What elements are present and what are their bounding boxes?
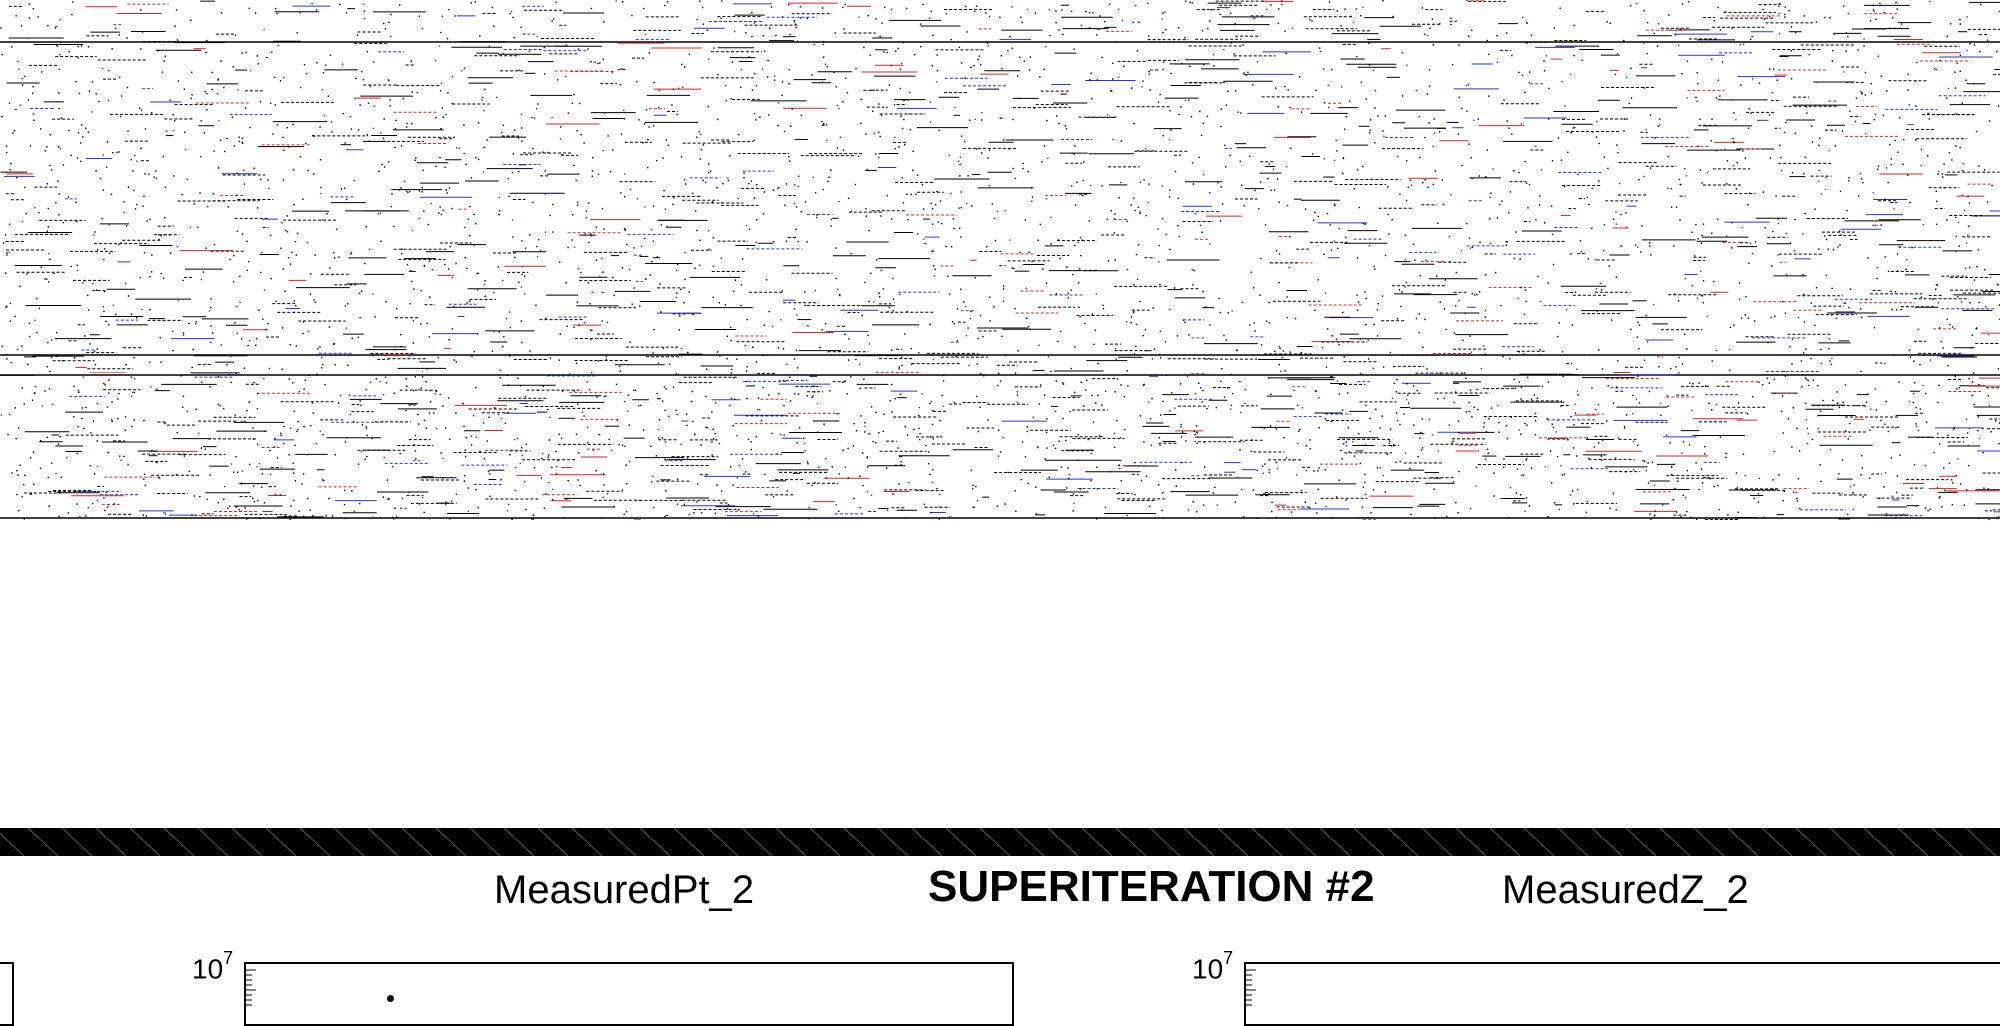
dense-plot-band-bottom xyxy=(0,372,2000,520)
right-y-top-tick: 107 xyxy=(1192,952,1233,985)
left-plot-axes xyxy=(244,962,1014,1026)
left-plot-title: MeasuredPt_2 xyxy=(494,868,754,913)
left-y-top-tick: 107 xyxy=(192,952,233,985)
separator-strip xyxy=(0,828,2000,856)
data-point xyxy=(387,995,394,1002)
right-plot-axes xyxy=(1244,962,2000,1026)
right-plot-title: MeasuredZ_2 xyxy=(1502,868,1749,913)
right-y-minor-ticks xyxy=(1246,966,1256,1006)
left-y-minor-ticks xyxy=(246,966,256,1006)
dense-plot-band-top xyxy=(0,0,2000,372)
partial-axes-left-edge xyxy=(0,962,14,1026)
superiteration-title: SUPERITERATION #2 xyxy=(928,862,1375,912)
